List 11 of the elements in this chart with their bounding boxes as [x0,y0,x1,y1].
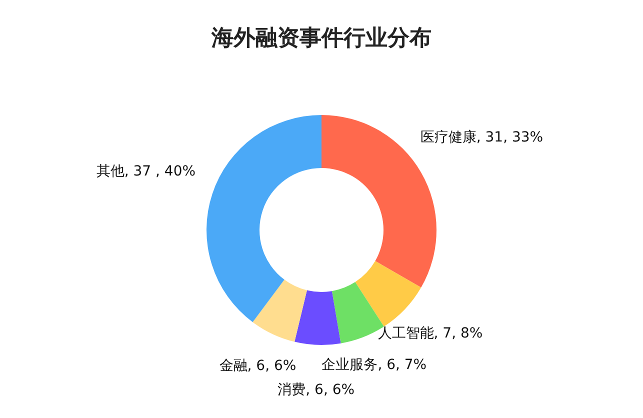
slice-label: 医疗健康, 31, 33% [420,130,544,146]
slice-label: 消费, 6, 6% [278,382,355,398]
chart-title: 海外融资事件行业分布 [210,26,432,51]
slice-label: 人工智能, 7, 8% [378,325,483,342]
donut-slice [206,115,322,322]
donut-slice [355,261,422,327]
slice-label: 企业服务, 6, 7% [322,357,427,374]
slice-label: 其他, 37 , 40% [96,164,196,180]
donut-slice [252,280,307,342]
donut-slice [294,290,341,345]
slice-label: 金融, 6, 6% [219,358,296,374]
